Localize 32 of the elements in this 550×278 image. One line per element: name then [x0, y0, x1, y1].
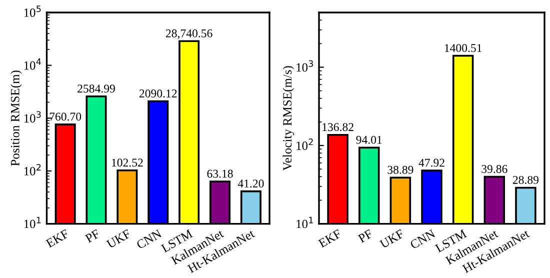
y-axis-title: Velocity RMSE(m/s)	[282, 66, 294, 171]
data-label: 28.89	[512, 176, 539, 184]
data-label: 63.18	[207, 170, 233, 178]
y-axis-title: Position RMSE(m)	[10, 70, 22, 166]
x-tick-label: CNN	[410, 229, 436, 250]
data-label: 1400.51	[444, 44, 482, 52]
y-tick-label: 10$^{2}$	[296, 138, 313, 150]
x-tick-label: EKF	[45, 229, 70, 248]
x-tick-label: EKF	[318, 229, 342, 248]
y-tick-label: 10$^{2}$	[24, 164, 41, 176]
data-label: 2584.99	[78, 84, 115, 93]
x-tick-label: PF	[84, 229, 100, 243]
x-tick-label: PF	[358, 229, 374, 243]
x-tick-label: CNN	[136, 229, 162, 250]
data-label: 760.70	[50, 112, 82, 121]
x-tick-label: UKF	[106, 229, 132, 249]
data-label: 28,740.56	[166, 29, 212, 40]
y-tick-label: 10$^{1}$	[296, 216, 313, 228]
data-label: 39.86	[482, 165, 508, 174]
y-tick-label: 10$^{3}$	[24, 111, 41, 123]
data-label: 136.82	[322, 123, 354, 132]
y-tick-label: 10$^{3}$	[296, 60, 313, 72]
y-tick-label: 10$^{5}$	[24, 6, 41, 17]
y-tick-label: 10$^{4}$	[24, 58, 41, 70]
data-label: 102.52	[112, 158, 143, 167]
data-label: 94.01	[356, 136, 382, 144]
data-label: 41.20	[238, 180, 264, 188]
x-tick-label: UKF	[379, 229, 404, 249]
y-tick-label: 10$^{1}$	[24, 216, 41, 228]
data-label: 2090.12	[139, 89, 177, 98]
data-label: 38.89	[388, 166, 414, 174]
data-label: 47.92	[418, 158, 444, 167]
